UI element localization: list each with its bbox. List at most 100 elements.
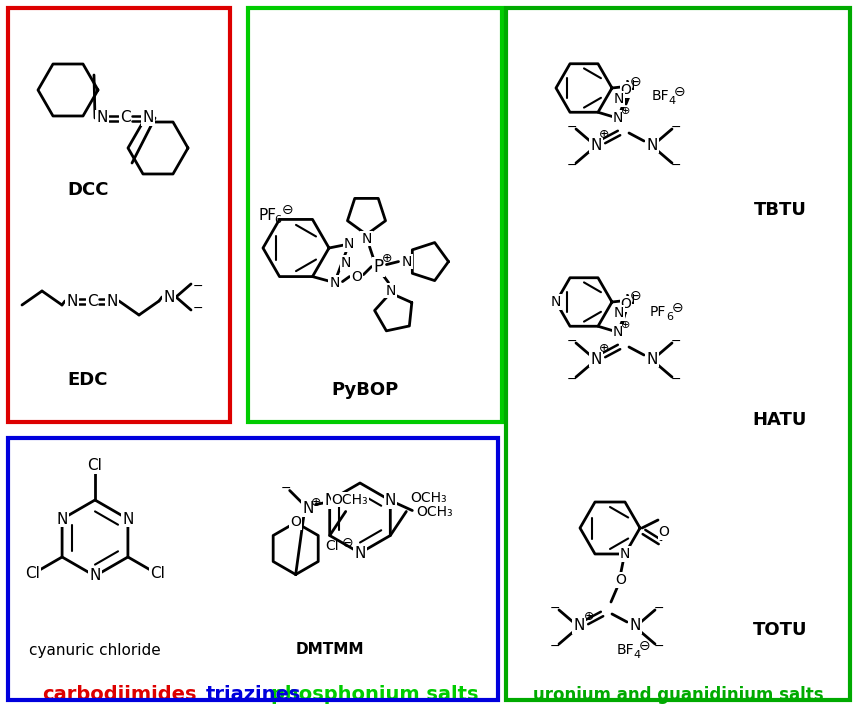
Text: −: − [671,120,681,134]
Text: N: N [142,110,154,125]
Bar [248,8,502,422]
Text: Cl: Cl [326,539,339,554]
Text: Cl: Cl [88,459,102,474]
Text: −: − [654,639,664,653]
Text: −: − [193,302,203,314]
Text: P: P [373,258,384,275]
Text: ⊕: ⊕ [583,610,595,624]
Text: ⊖: ⊖ [672,301,684,315]
Text: ⊖: ⊖ [630,75,642,89]
Text: N: N [354,545,366,561]
Text: cyanuric chloride: cyanuric chloride [29,642,161,658]
Text: BF: BF [617,643,635,657]
Text: N: N [590,137,601,152]
Text: N: N [384,493,396,508]
Text: OCH₃: OCH₃ [416,506,453,520]
Text: TOTU: TOTU [752,621,807,639]
Text: N: N [385,284,396,297]
Text: −: − [671,372,681,385]
Text: Cl: Cl [150,566,165,581]
Text: N: N [551,295,561,309]
Text: 6: 6 [666,312,673,322]
Text: OCH₃: OCH₃ [410,491,447,505]
Text: −: − [671,159,681,171]
Text: phosphonium salts: phosphonium salts [271,685,479,704]
Text: N: N [646,137,658,152]
Text: ⊖: ⊖ [630,290,642,303]
Text: N: N [57,511,68,527]
Text: −: − [671,334,681,348]
Text: ⊖: ⊖ [639,639,650,653]
Text: N: N [324,493,335,508]
Text: BF: BF [652,89,669,103]
Text: EDC: EDC [68,371,108,389]
Text: triazines: triazines [205,685,300,704]
Text: −: − [654,602,664,615]
Text: −: − [567,159,577,171]
Text: N: N [619,547,630,561]
Text: N: N [106,294,118,309]
Text: OCH₃: OCH₃ [331,493,368,506]
Text: 4: 4 [668,96,675,106]
Text: ⊖: ⊖ [341,535,353,549]
Text: ⊕: ⊕ [311,496,321,509]
Text: −: − [281,482,291,495]
Text: −: − [550,639,560,653]
Text: N: N [302,501,313,516]
Text: O: O [351,270,362,284]
Text: C: C [119,110,130,125]
Text: N: N [625,79,635,93]
Text: −: − [567,334,577,348]
Text: Cl: Cl [25,566,40,581]
Text: N: N [625,293,635,307]
Text: PF: PF [650,305,667,319]
Text: N: N [613,325,623,339]
Bar [8,438,498,700]
Text: −: − [550,602,560,615]
Text: DCC: DCC [67,181,109,199]
Text: −: − [193,280,203,292]
Text: ⊕: ⊕ [599,128,609,142]
Text: PF: PF [258,207,276,222]
Text: N: N [629,619,641,634]
Bar [506,8,850,700]
Text: N: N [341,256,351,270]
Text: O: O [620,297,631,312]
Text: ⊕: ⊕ [621,320,631,330]
Text: 4: 4 [633,650,640,660]
Text: O: O [615,573,626,587]
Text: N: N [402,255,412,268]
Text: 6: 6 [274,215,281,225]
Text: ⊕: ⊕ [621,106,631,116]
Text: N: N [573,619,584,634]
Text: HATU: HATU [752,411,807,429]
Text: ⊖: ⊖ [282,203,293,217]
Text: N: N [66,294,78,309]
Text: ⊕: ⊕ [383,252,393,265]
Text: O: O [620,84,631,97]
Text: N: N [122,511,134,527]
Text: N: N [344,237,354,251]
Text: N: N [613,111,623,125]
Bar [8,8,230,422]
Text: N: N [96,110,108,125]
Text: N: N [361,232,372,246]
Text: O: O [659,525,669,539]
Text: N: N [613,92,624,106]
Text: N: N [89,569,100,583]
Text: −: − [567,372,577,385]
Text: N: N [329,275,340,290]
Text: O: O [290,515,301,530]
Text: −: − [567,120,577,134]
Text: N: N [613,306,624,320]
Text: uronium and guanidinium salts: uronium and guanidinium salts [533,686,824,704]
Text: N: N [590,351,601,367]
Text: N: N [163,290,175,304]
Text: TBTU: TBTU [753,201,807,219]
Text: C: C [87,294,97,309]
Text: PyBOP: PyBOP [331,381,399,399]
Text: ⊕: ⊕ [599,343,609,355]
Text: N: N [646,351,658,367]
Text: DMTMM: DMTMM [296,642,365,658]
Text: carbodiimides: carbodiimides [42,685,196,704]
